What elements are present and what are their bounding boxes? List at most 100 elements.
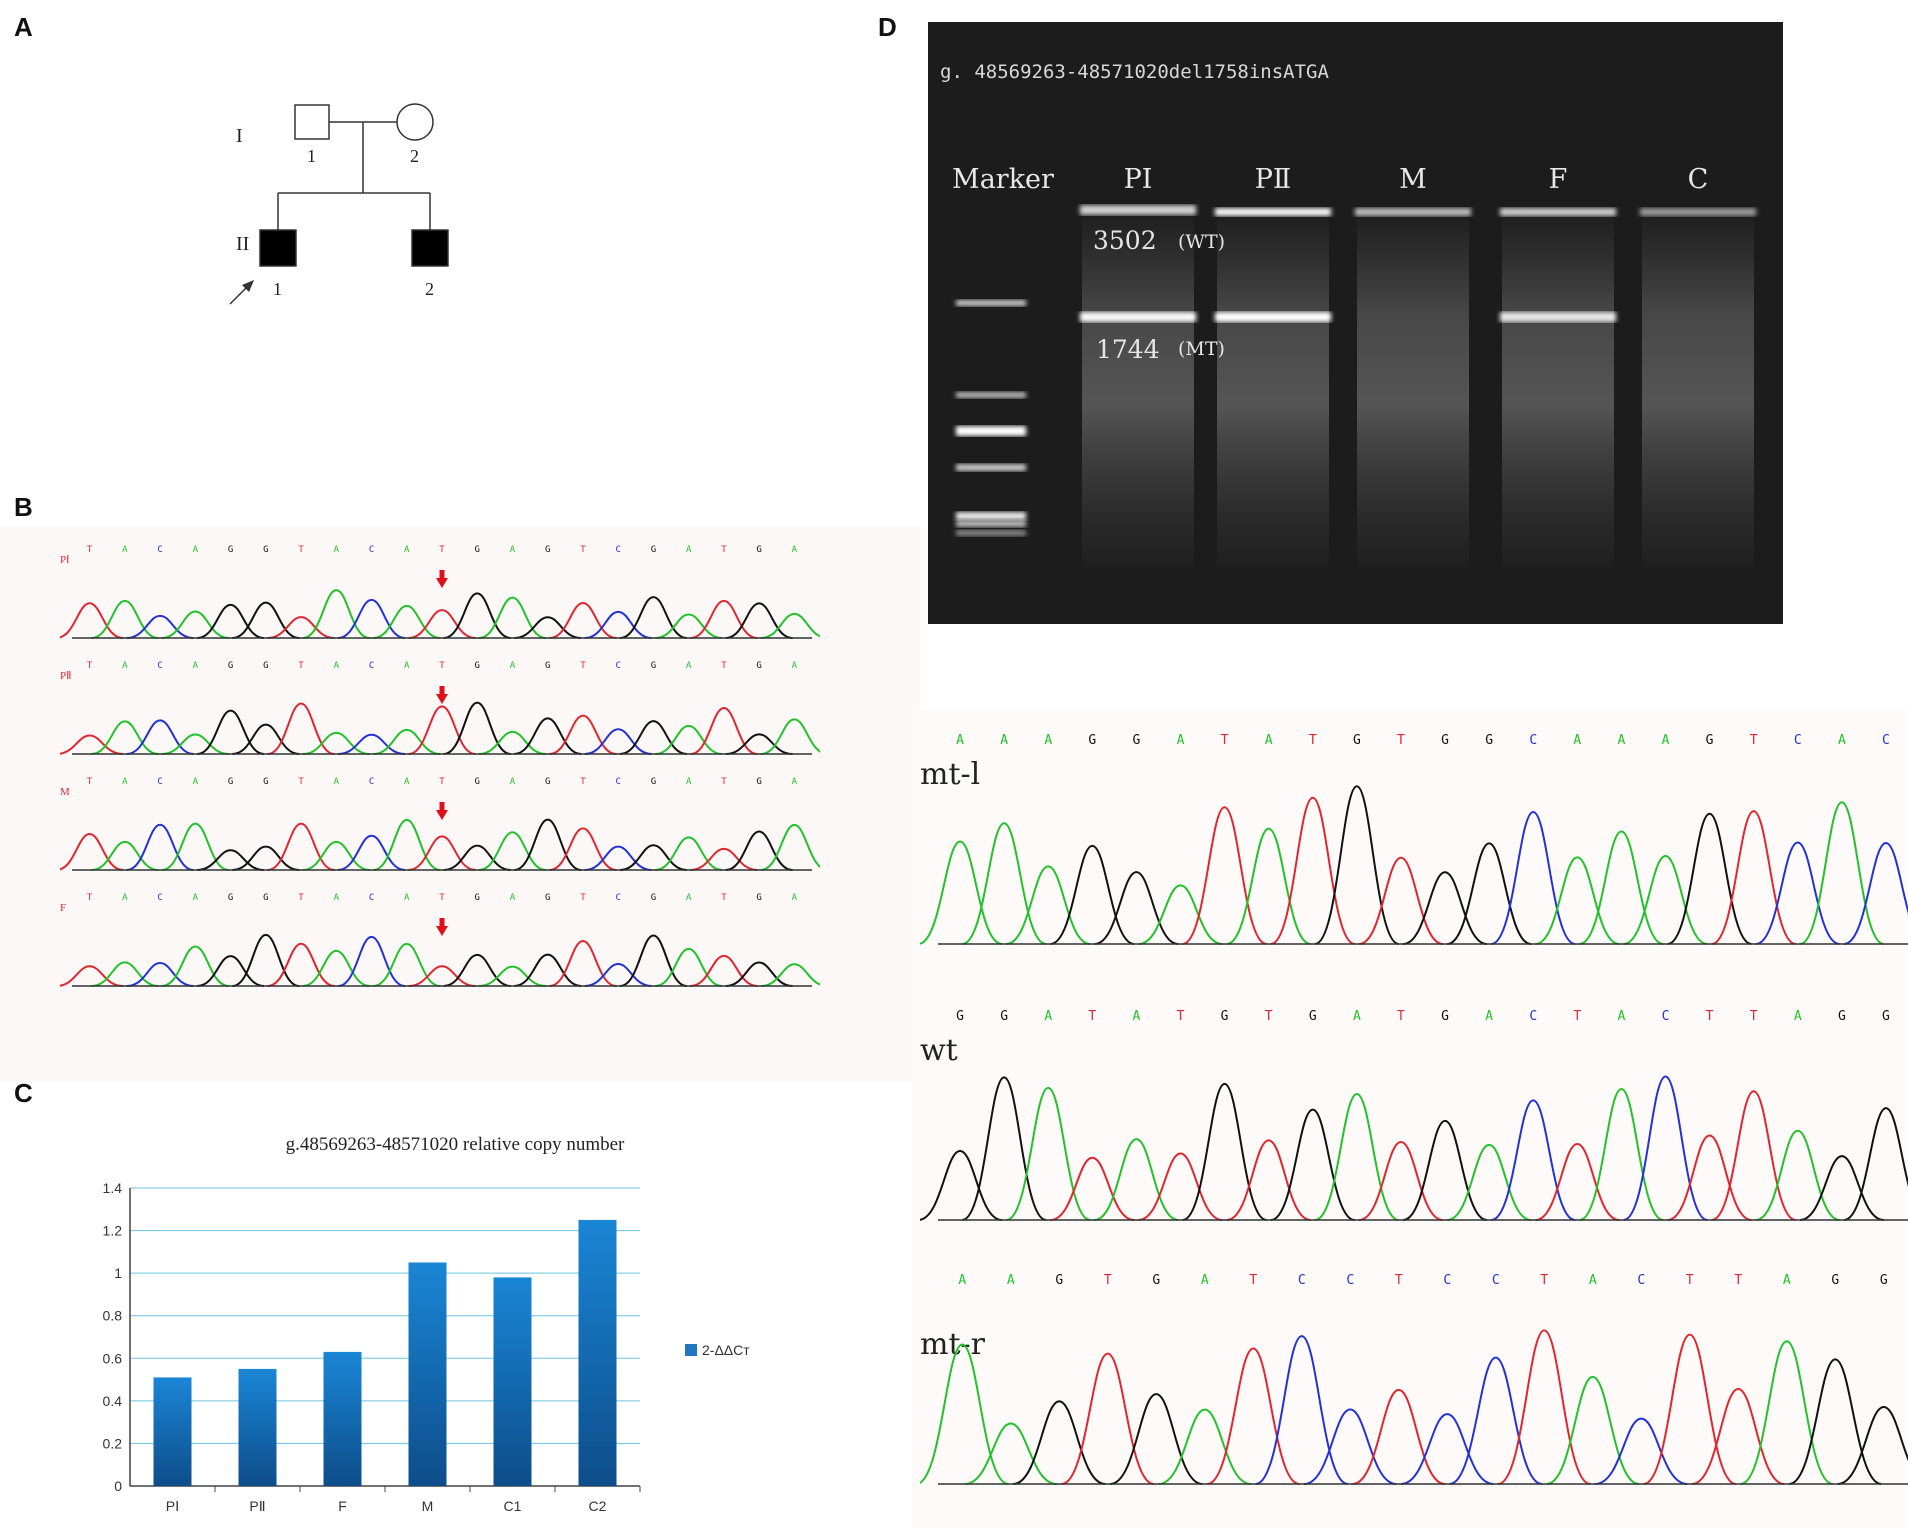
marker-band [956, 512, 1026, 520]
base-call: C [1882, 733, 1890, 748]
trace-peak [408, 705, 476, 755]
proband-arrow-icon [242, 280, 254, 292]
base-call: A [958, 1273, 966, 1288]
marker-band [956, 426, 1026, 436]
base-call: G [263, 661, 268, 671]
member-number: 1 [307, 146, 316, 166]
trace-peak [1799, 801, 1885, 945]
base-call: A [686, 777, 692, 787]
x-tick-label: F [338, 1498, 347, 1514]
trace-peak [690, 954, 758, 987]
base-call: A [510, 777, 516, 787]
x-tick-label: PⅡ [249, 1498, 265, 1514]
trace-peak [1012, 1400, 1106, 1485]
trace-peak [373, 728, 441, 755]
lane-smear [1082, 207, 1194, 567]
pedigree-father [294, 104, 330, 140]
base-call: C [1298, 1273, 1306, 1288]
trace-peak [373, 604, 441, 639]
track-label: mt-l [920, 757, 980, 792]
base-call: A [1589, 1273, 1597, 1288]
trace-peak [1109, 1393, 1203, 1485]
band-wt [1500, 208, 1616, 216]
gel-electrophoresis-image: g. 48569263-48571020del1758insATGA Marker… [928, 22, 1783, 624]
trace-peak [478, 965, 547, 987]
base-call: C [615, 777, 620, 787]
trace-peak [161, 610, 229, 639]
trace-peak [126, 823, 194, 871]
trace-peak [60, 832, 124, 871]
base-call: C [369, 777, 374, 787]
base-call: G [1831, 1273, 1839, 1288]
base-call: A [122, 893, 128, 903]
base-call: G [1055, 1273, 1063, 1288]
base-call: G [1309, 1009, 1317, 1024]
base-call: G [651, 777, 656, 787]
base-call: G [1088, 733, 1096, 748]
base-call: A [956, 733, 964, 748]
base-call: T [580, 545, 586, 555]
base-call: T [1686, 1273, 1694, 1288]
base-call: G [1353, 733, 1361, 748]
band-wt [1215, 208, 1331, 216]
base-call: T [1177, 1009, 1185, 1024]
trace-peak [1691, 1387, 1785, 1485]
base-call: T [298, 777, 304, 787]
base-call: C [369, 661, 374, 671]
trace-peak [267, 822, 335, 871]
band-wt [1355, 208, 1471, 216]
trace-peak [514, 717, 582, 755]
trace-peak [373, 818, 441, 871]
trace-peak [1623, 1075, 1708, 1221]
base-call: A [193, 777, 199, 787]
trace-peak [619, 844, 688, 871]
base-call: C [157, 893, 162, 903]
trace-peak [1843, 841, 1908, 945]
trace-peak [514, 616, 582, 639]
trace-peak [920, 1343, 1009, 1485]
base-call: T [1750, 1009, 1758, 1024]
trace-peak [1182, 1082, 1267, 1221]
generation-label-2: II [236, 233, 249, 255]
lane-smear [1642, 207, 1754, 567]
trace-peak [1006, 1086, 1091, 1221]
trace-peak [1050, 844, 1135, 945]
base-call: T [439, 777, 445, 787]
base-call: A [334, 893, 340, 903]
lane-label: Marker [952, 164, 1054, 195]
panel-label-d: D [878, 12, 897, 42]
base-call: G [228, 545, 233, 555]
base-call: T [1265, 1009, 1273, 1024]
trace-peak [1711, 810, 1796, 945]
base-call: T [1395, 1273, 1403, 1288]
trace-peak [655, 724, 723, 755]
base-call: G [756, 893, 761, 903]
base-call: A [1662, 733, 1670, 748]
trace-peak [619, 934, 688, 987]
trace-peak [1755, 841, 1840, 945]
lane-label: M [1399, 164, 1427, 195]
base-call: A [1794, 1009, 1802, 1024]
base-call: G [1000, 1009, 1008, 1024]
trace-peak [1643, 1333, 1737, 1485]
trace-peak [1358, 856, 1444, 945]
base-call: G [228, 893, 233, 903]
x-tick-label: C1 [504, 1498, 522, 1514]
base-call: G [228, 777, 233, 787]
trace-peak [196, 709, 265, 755]
base-call: T [580, 777, 586, 787]
base-call: C [157, 661, 162, 671]
trace-peak [197, 849, 265, 871]
trace-peak [760, 823, 820, 871]
bar [323, 1351, 362, 1486]
bar [153, 1377, 192, 1486]
trace-peak [1711, 1090, 1796, 1221]
pedigree-mother [396, 103, 434, 141]
trace-peak [549, 827, 617, 871]
base-call: T [298, 545, 304, 555]
trace-peak [690, 599, 758, 639]
trace-peak [478, 730, 547, 755]
trace-peak [690, 706, 758, 755]
base-call: G [651, 661, 656, 671]
trace-peak [302, 731, 370, 755]
